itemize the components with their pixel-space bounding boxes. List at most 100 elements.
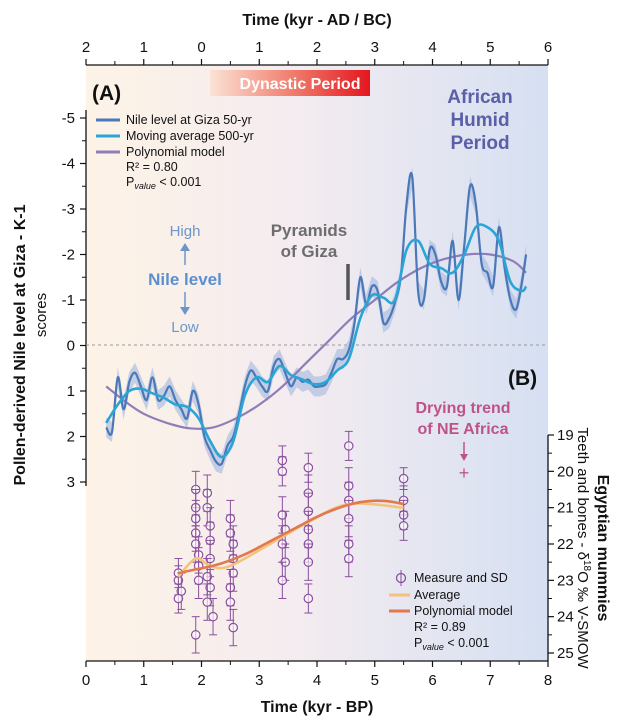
legend-b-label-polynomial: Polynomial model (414, 604, 513, 618)
measure-point-43 (303, 593, 314, 604)
top-tick-label-4: 2 (313, 39, 321, 56)
axis-ticks: 0 1 2 3 4 5 6 7 82 1 0 1 2 3 4 5 6-5-4-3-2-1012319202122… (62, 39, 574, 689)
measure-point-49 (343, 553, 354, 564)
measure-point-44 (343, 441, 354, 451)
right-tick-label-4: 23 (557, 572, 574, 589)
legend-a-r2: R² = 0.80 (126, 160, 178, 174)
measure-point-19 (205, 582, 215, 593)
measure-point-42 (303, 557, 314, 567)
measure-point-50 (398, 473, 409, 484)
nile-low-label: Low (171, 319, 199, 336)
top-tick-label-2: 0 (197, 39, 205, 56)
measure-point-20 (202, 597, 213, 607)
measure-point-32 (277, 510, 288, 520)
right-tick-label-6: 25 (557, 645, 574, 662)
dynastic-period-bar (210, 70, 370, 96)
legend-b-pvalue: Pvalue < 0.001 (414, 636, 489, 652)
nile-level-label: Nile level (148, 270, 222, 289)
right-tick-label-0: 19 (557, 427, 574, 444)
left-tick-label-1: -4 (62, 156, 75, 173)
measure-point-23 (225, 528, 236, 538)
measure-point-21 (208, 611, 218, 622)
panel-b-series (173, 430, 409, 654)
drying-arrow-head (460, 454, 468, 461)
right-tick-label-5: 24 (557, 609, 574, 626)
ahp-line1: African (447, 87, 512, 108)
measure-point-37 (303, 462, 314, 473)
top-tick-label-6: 4 (428, 39, 436, 56)
left-tick-label-0: -5 (62, 110, 75, 127)
bottom-tick-label-0: 0 (82, 672, 90, 689)
left-tick-label-5: 0 (67, 338, 75, 355)
top-tick-label-7: 5 (486, 39, 494, 56)
legend-b: Measure and SD Average Polynomial model … (389, 570, 513, 652)
drying-symbol: + (459, 463, 470, 483)
drying-trend-line2: of NE Africa (418, 421, 509, 438)
panel-a-series (105, 167, 528, 474)
nile-level-50yr-line (105, 171, 528, 467)
drying-trend-line1: Drying trend (415, 400, 510, 417)
measure-point-18 (202, 571, 213, 582)
measure-point-11 (193, 575, 204, 586)
bottom-axis-title: Time (kyr - BP) (261, 699, 374, 716)
right-tick-label-1: 20 (557, 463, 574, 480)
left-axis-sublabel: scores (33, 293, 50, 337)
left-axis-title: Pollen-derived Nile level at Giza - K-1 (12, 204, 29, 485)
panel-label-a: (A) (92, 82, 121, 105)
top-tick-label-1: 1 (140, 39, 148, 56)
legend-a: Nile level at Giza 50-yr Moving average … (96, 113, 254, 191)
left-tick-label-3: -2 (62, 247, 75, 264)
top-tick-label-0: 2 (82, 39, 90, 56)
left-tick-label-8: 3 (67, 474, 75, 491)
measure-point-26 (228, 568, 239, 578)
measure-point-28 (225, 597, 236, 607)
nile-down-arrow-head (180, 307, 190, 315)
legend-b-r2: R² = 0.89 (414, 620, 466, 634)
legend-b-label-average: Average (414, 588, 460, 602)
bottom-tick-label-2: 2 (197, 672, 205, 689)
ahp-line2: Humid (450, 110, 509, 131)
panel-label-b: (B) (508, 367, 537, 390)
top-axis-title: Time (kyr - AD / BC) (242, 12, 391, 29)
bottom-tick-label-5: 5 (371, 672, 379, 689)
nile-high-label: High (170, 223, 201, 240)
legend-a-pvalue: Pvalue < 0.001 (126, 175, 201, 191)
ahp-line3: Period (450, 133, 509, 154)
measure-point-29 (228, 622, 239, 633)
bottom-tick-label-6: 6 (428, 672, 436, 689)
measure-point-8 (190, 539, 201, 549)
bottom-tick-label-7: 7 (486, 672, 494, 689)
measure-point-31 (277, 466, 288, 477)
moving-average-500yr-line (105, 223, 528, 459)
bottom-tick-label-3: 3 (255, 672, 263, 689)
measure-point-36 (277, 575, 288, 586)
pyramids-line2: of Giza (281, 242, 338, 261)
measure-point-47 (343, 513, 354, 524)
top-tick-label-3: 1 (255, 39, 263, 56)
measure-point-3 (173, 593, 184, 604)
legend-a-label-polynomial: Polynomial model (126, 145, 225, 159)
plot-background (86, 65, 548, 661)
left-tick-label-6: 1 (67, 383, 75, 400)
dynastic-period-label: Dynastic Period (240, 76, 361, 93)
legend-a-label-moving-average: Moving average 500-yr (126, 129, 254, 143)
legend-a-label-nile-50yr: Nile level at Giza 50-yr (126, 113, 252, 127)
measure-point-53 (398, 521, 409, 531)
nile-up-arrow-head (180, 243, 190, 251)
top-tick-label-5: 3 (371, 39, 379, 56)
bottom-tick-label-8: 8 (544, 672, 552, 689)
right-axis-title-line1: Egyptian mummies (594, 475, 611, 622)
bottom-tick-label-1: 1 (140, 672, 148, 689)
polynomial-model-b-line (178, 499, 404, 575)
right-tick-label-3: 22 (557, 536, 574, 553)
left-tick-label-2: -3 (62, 201, 75, 218)
pyramids-line1: Pyramids (271, 221, 348, 240)
right-tick-label-2: 21 (557, 500, 574, 517)
top-tick-label-8: 6 (544, 39, 552, 56)
right-axis-title-line2: Teeth and bones - δ18O ‰ V-SMOW (574, 427, 592, 669)
left-tick-label-4: -1 (62, 292, 75, 309)
measure-point-12 (190, 630, 201, 640)
legend-b-label-measure: Measure and SD (414, 571, 508, 585)
bottom-tick-label-4: 4 (313, 672, 321, 689)
